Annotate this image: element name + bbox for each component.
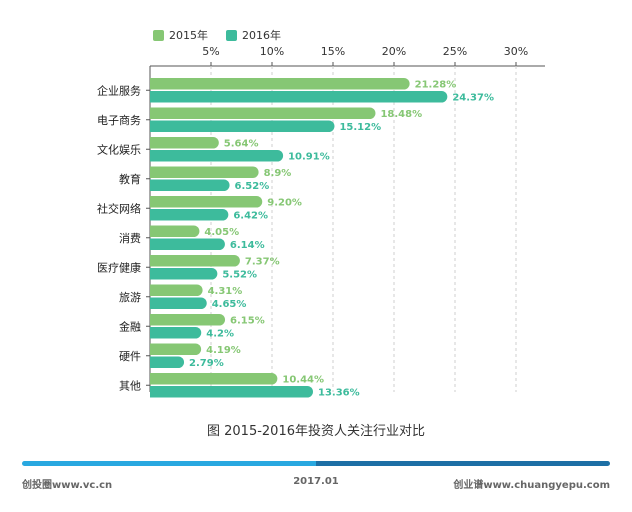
bar-square-end bbox=[150, 196, 162, 208]
bar-square-end bbox=[150, 209, 162, 221]
footer-divider bbox=[22, 461, 610, 466]
x-tick-label: 25% bbox=[443, 45, 467, 58]
legend-label-2016: 2016年 bbox=[242, 29, 281, 42]
legend-item-2015: 2015年 bbox=[153, 27, 208, 43]
data-label: 13.36% bbox=[318, 388, 360, 399]
data-label: 10.91% bbox=[288, 152, 330, 163]
bar-square-end bbox=[150, 284, 162, 296]
category-label: 硬件 bbox=[119, 350, 141, 363]
category-label: 其他 bbox=[119, 379, 141, 392]
category-label: 教育 bbox=[119, 172, 141, 186]
category-label: 社交网络 bbox=[97, 201, 141, 215]
bar bbox=[150, 150, 284, 162]
bar-square-end bbox=[150, 179, 162, 191]
data-label: 6.52% bbox=[235, 181, 270, 192]
data-label: 6.42% bbox=[233, 211, 268, 222]
bar bbox=[150, 373, 278, 385]
bar-square-end bbox=[150, 268, 162, 280]
bar bbox=[150, 179, 230, 191]
data-label: 4.31% bbox=[208, 286, 243, 297]
data-label: 24.37% bbox=[452, 93, 494, 104]
bar-square-end bbox=[150, 386, 162, 398]
bar bbox=[150, 166, 259, 178]
category-label: 消费 bbox=[119, 231, 141, 245]
bar-square-end bbox=[150, 120, 162, 132]
category-label: 旅游 bbox=[119, 290, 141, 304]
bar-square-end bbox=[150, 314, 162, 326]
data-label: 18.48% bbox=[380, 109, 422, 120]
bar-square-end bbox=[150, 150, 162, 162]
bar bbox=[150, 209, 229, 221]
footer-left-source: 创投圈www.vc.cn bbox=[22, 480, 113, 491]
bar bbox=[150, 268, 218, 280]
data-label: 2.79% bbox=[189, 358, 224, 369]
bar-square-end bbox=[150, 327, 162, 339]
bar-square-end bbox=[150, 137, 162, 149]
bar bbox=[150, 327, 202, 339]
legend-swatch-2015 bbox=[153, 29, 164, 41]
bar-square-end bbox=[150, 78, 162, 90]
data-label: 9.20% bbox=[267, 198, 302, 209]
bar-square-end bbox=[150, 343, 162, 355]
category-label: 医疗健康 bbox=[97, 260, 141, 274]
x-tick-label: 5% bbox=[202, 45, 219, 58]
x-tick-label: 15% bbox=[321, 45, 345, 58]
bar bbox=[150, 343, 202, 355]
category-label: 电子商务 bbox=[97, 113, 141, 127]
chart-caption: 图 2015-2016年投资人关注行业对比 bbox=[207, 424, 425, 439]
bar-square-end bbox=[150, 297, 162, 309]
data-label: 6.14% bbox=[230, 240, 265, 251]
bar bbox=[150, 314, 226, 326]
bar bbox=[150, 225, 200, 237]
footer-right-source: 创业谱www.chuangyepu.com bbox=[453, 480, 610, 491]
footer-date: 2017.01 bbox=[293, 476, 339, 487]
bar bbox=[150, 284, 203, 296]
data-label: 15.12% bbox=[339, 122, 381, 133]
bar bbox=[150, 91, 448, 103]
bar bbox=[150, 386, 313, 398]
data-label: 5.52% bbox=[222, 270, 257, 281]
x-tick-label: 30% bbox=[504, 45, 528, 58]
bar-square-end bbox=[150, 255, 162, 267]
bar bbox=[150, 196, 263, 208]
legend-swatch-2016 bbox=[226, 29, 237, 41]
data-label: 21.28% bbox=[415, 80, 457, 91]
data-label: 5.64% bbox=[224, 139, 259, 150]
bar-square-end bbox=[150, 356, 162, 368]
x-tick-label: 20% bbox=[382, 45, 406, 58]
bar bbox=[150, 78, 410, 90]
bar-square-end bbox=[150, 166, 162, 178]
footer-divider-left bbox=[22, 461, 316, 466]
bar-chart: 5% 10% 15% 20% 25% 30% 企业服务 21.28% 24.37% 电子商务 18.… bbox=[97, 45, 545, 399]
bar bbox=[150, 137, 219, 149]
legend-item-2016: 2016年 bbox=[226, 27, 281, 43]
category-label: 文化娱乐 bbox=[97, 142, 141, 156]
data-label: 4.65% bbox=[212, 299, 247, 310]
category-label: 企业服务 bbox=[97, 83, 141, 97]
bar-square-end bbox=[150, 91, 162, 103]
data-label: 7.37% bbox=[245, 257, 280, 268]
legend-label-2015: 2015年 bbox=[169, 29, 208, 42]
bar bbox=[150, 107, 376, 119]
data-label: 4.05% bbox=[204, 227, 239, 238]
bar bbox=[150, 255, 240, 267]
data-label: 4.2% bbox=[206, 329, 234, 340]
legend: 2015年 2016年 bbox=[153, 27, 281, 43]
footer-divider-right bbox=[316, 461, 610, 466]
x-tick-label: 10% bbox=[260, 45, 284, 58]
bar bbox=[150, 120, 335, 132]
bar-square-end bbox=[150, 238, 162, 250]
bar-square-end bbox=[150, 373, 162, 385]
bar bbox=[150, 238, 225, 250]
bar-square-end bbox=[150, 225, 162, 237]
bar-square-end bbox=[150, 107, 162, 119]
data-label: 4.19% bbox=[206, 345, 241, 356]
data-label: 8.9% bbox=[264, 168, 292, 179]
category-label: 金融 bbox=[119, 319, 141, 333]
bar bbox=[150, 297, 207, 309]
data-label: 10.44% bbox=[282, 375, 324, 386]
data-label: 6.15% bbox=[230, 316, 265, 327]
